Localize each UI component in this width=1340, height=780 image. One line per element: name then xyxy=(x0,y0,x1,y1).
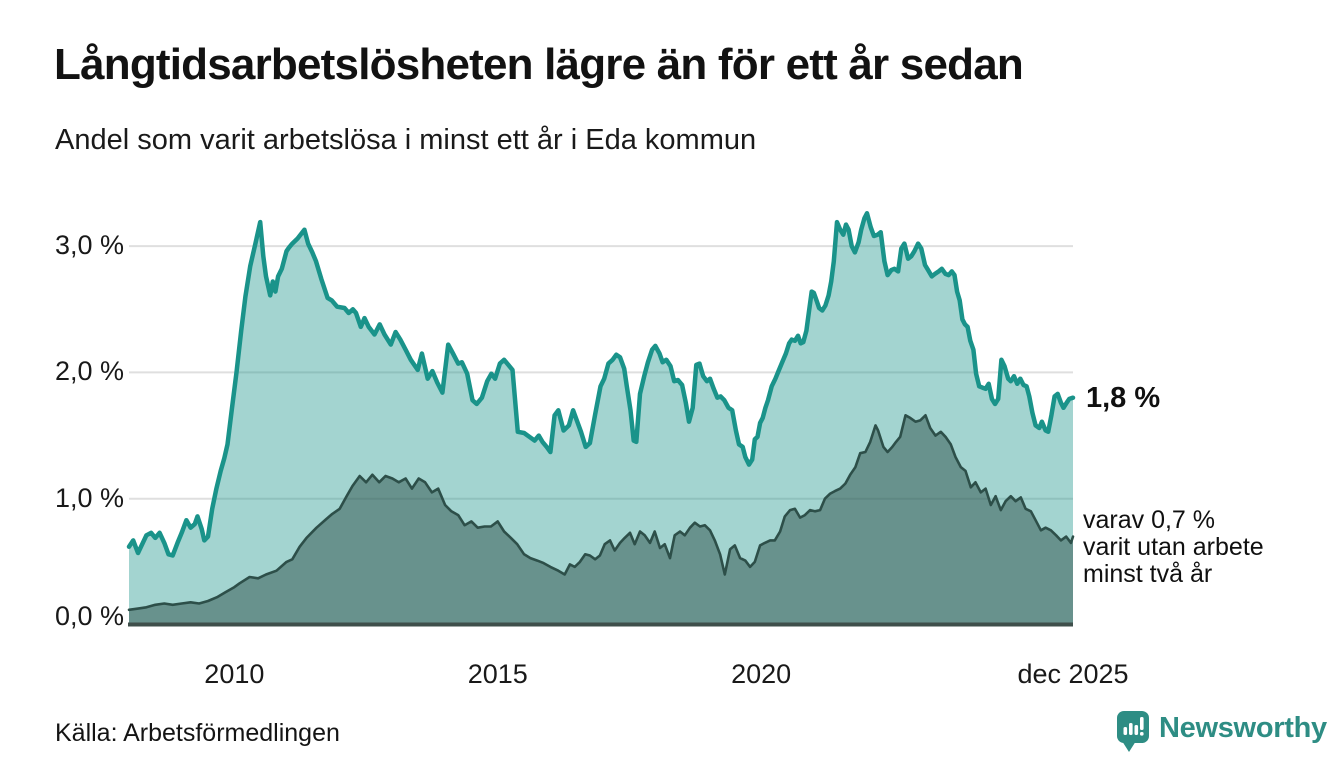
x-tick-label: 2020 xyxy=(731,659,792,689)
logo-tail xyxy=(1122,741,1136,752)
source-note: Källa: Arbetsförmedlingen xyxy=(55,719,340,747)
y-tick-label: 1,0 % xyxy=(55,482,125,513)
series-line-2 xyxy=(127,414,1075,612)
x-tick-label: 2010 xyxy=(204,659,265,689)
two-year-annotation-line2: varit utan arbete xyxy=(1083,533,1264,561)
series-line-1 xyxy=(126,211,1076,558)
two-year-annotation-line3: minst två år xyxy=(1083,560,1213,588)
newsworthy-logo-icon xyxy=(1117,711,1149,752)
x-tick-label: 2015 xyxy=(467,659,528,689)
y-tick-label: 2,0 % xyxy=(55,356,125,387)
newsworthy-wordmark: Newsworthy xyxy=(1159,712,1327,744)
last-value-label: 1,8 % xyxy=(1086,382,1161,414)
x-tick-label: dec 2025 xyxy=(1017,659,1129,689)
two-year-annotation: varav 0,7 % varit utan arbete minst två … xyxy=(1083,507,1264,588)
series-area-2 xyxy=(129,415,1073,625)
newsworthy-branding: Newsworthy xyxy=(1117,711,1327,752)
page-subtitle: Andel som varit arbetslösa i minst ett å… xyxy=(55,124,757,156)
y-tick-label: 3,0 % xyxy=(55,230,125,261)
y-tick-label: 0,0 % xyxy=(55,601,125,631)
bar-chart-icon xyxy=(1123,717,1144,736)
page-title: Långtidsarbetslösheten lägre än för ett … xyxy=(54,40,1024,89)
two-year-annotation-line1: varav 0,7 % xyxy=(1083,506,1216,534)
